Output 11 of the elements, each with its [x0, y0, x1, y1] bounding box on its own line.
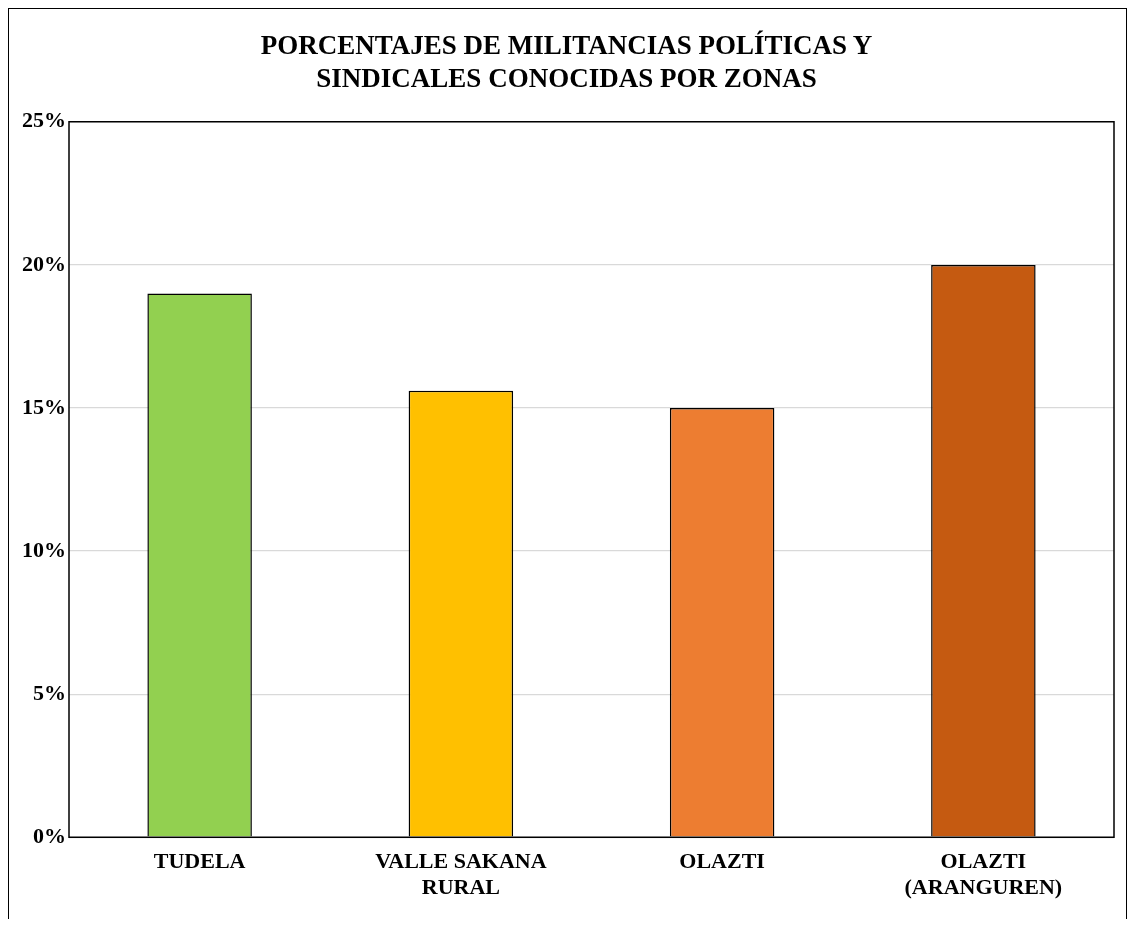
x-tick-label: VALLE SAKANA RURAL [375, 848, 547, 900]
y-tick-label: 0% [33, 822, 66, 848]
y-tick-label: 25% [22, 107, 66, 133]
y-tick-label: 5% [33, 679, 66, 705]
y-tick-label: 15% [22, 393, 66, 419]
y-tick-label: 10% [22, 536, 66, 562]
x-tick-label: TUDELA [153, 848, 246, 874]
y-tick-label: 20% [22, 250, 66, 276]
x-tick-label: OLAZTI (ARANGUREN) [904, 848, 1063, 900]
x-tick-label: OLAZTI [679, 848, 765, 874]
chart-title: PORCENTAJES DE MILITANCIAS POLÍTICAS Y SINDICALES CONOCIDAS POR ZONAS [260, 30, 873, 93]
